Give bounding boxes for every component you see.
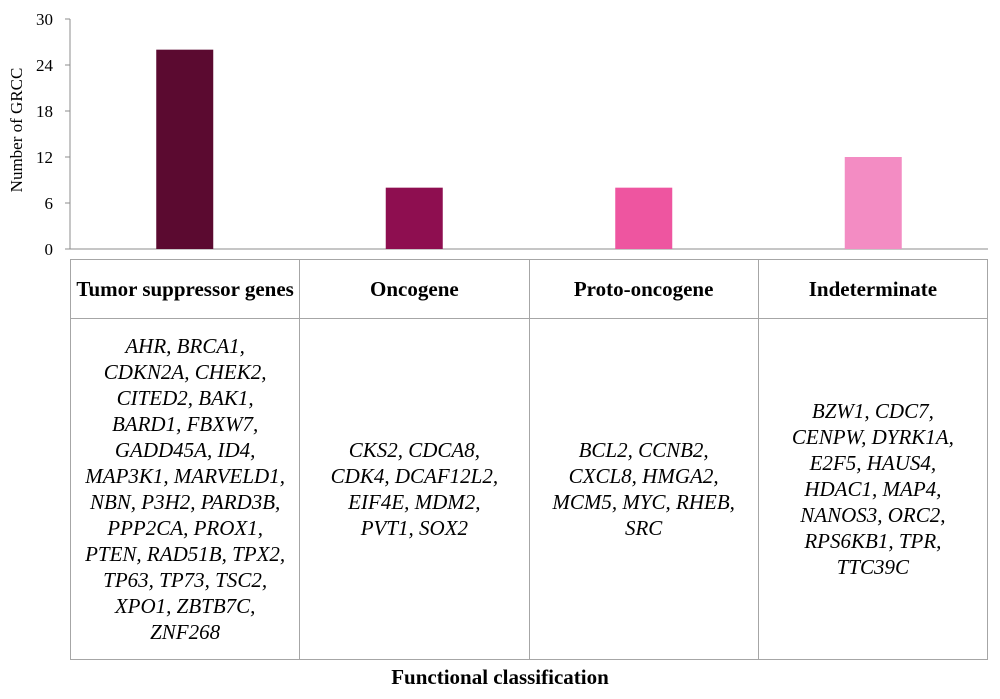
- gene-line: CENPW, DYRK1A,: [791, 425, 954, 449]
- gene-line: BCL2, CCNB2,: [578, 438, 709, 462]
- gene-line: BARD1, FBXW7,: [111, 412, 259, 436]
- y-tick-label: 12: [36, 148, 53, 167]
- header-oncogene: Oncogene: [299, 259, 530, 319]
- gene-line: BZW1, CDC7,: [811, 399, 934, 423]
- header-indeterminate: Indeterminate: [757, 259, 989, 319]
- gene-line: PTEN, RAD51B, TPX2,: [85, 542, 286, 566]
- bars: [156, 49, 902, 249]
- gene-line: PVT1, SOX2: [360, 516, 469, 540]
- y-tick-label: 30: [36, 10, 53, 29]
- bar-proto-oncogene: [615, 187, 673, 249]
- gene-line: XPO1, ZBTB7C,: [114, 594, 256, 618]
- bar-indeterminate: [844, 157, 902, 249]
- classification-table: Tumor suppressor genes Oncogene Proto-on…: [69, 259, 989, 660]
- gene-line: E2F5, HAUS4,: [809, 451, 937, 475]
- gene-line: EIF4E, MDM2,: [348, 490, 481, 514]
- y-tick-label: 24: [36, 56, 54, 75]
- y-tick-label: 18: [36, 102, 53, 121]
- bar-chart: 0 6 12 18 24 30 Number of GRCC: [7, 10, 988, 259]
- gene-line: MAP3K1, MARVELD1,: [85, 464, 285, 488]
- gene-line: HDAC1, MAP4,: [804, 477, 942, 501]
- y-axis-label: Number of GRCC: [7, 68, 26, 193]
- genes-indeterminate: BZW1, CDC7, CENPW, DYRK1A, E2F5, HAUS4, HDA…: [757, 318, 989, 660]
- gene-line: AHR, BRCA1,: [125, 334, 245, 358]
- bar-tumor-suppressor-genes: [156, 49, 214, 249]
- gene-line: CDKN2A, CHEK2,: [103, 360, 267, 384]
- gene-line: PPP2CA, PROX1,: [107, 516, 263, 540]
- genes-oncogene: CKS2, CDCA8, CDK4, DCAF12L2, EIF4E, MDM2, P…: [299, 318, 530, 660]
- genes-tumor-suppressor: AHR, BRCA1, CDKN2A, CHEK2, CITED2, BAK1, BA…: [69, 318, 301, 660]
- header-proto-oncogene: Proto-oncogene: [528, 259, 759, 319]
- header-tumor-suppressor: Tumor suppressor genes: [69, 259, 301, 319]
- table-header-row: Tumor suppressor genes Oncogene Proto-on…: [69, 259, 989, 319]
- genes-proto-oncogene: BCL2, CCNB2, CXCL8, HMGA2, MCM5, MYC, RHEB…: [528, 318, 759, 660]
- gene-line: CKS2, CDCA8,: [348, 438, 481, 462]
- x-axis-label: Functional classification: [391, 665, 609, 689]
- bar-oncogene: [385, 187, 443, 249]
- y-tick-label: 6: [45, 194, 54, 213]
- gene-line: CXCL8, HMGA2,: [568, 464, 719, 488]
- gene-line: GADD45A, ID4,: [114, 438, 256, 462]
- gene-line: SRC: [624, 516, 663, 540]
- y-tick-label: 0: [45, 240, 54, 259]
- gene-line: CDK4, DCAF12L2,: [330, 464, 499, 488]
- gene-line: CITED2, BAK1,: [116, 386, 254, 410]
- table-gene-row: AHR, BRCA1, CDKN2A, CHEK2, CITED2, BAK1, BA…: [69, 318, 989, 660]
- gene-line: NBN, P3H2, PARD3B,: [89, 490, 281, 514]
- y-axis: 0 6 12 18 24 30: [36, 10, 988, 259]
- gene-line: TTC39C: [836, 555, 910, 579]
- gene-line: TP63, TP73, TSC2,: [103, 568, 268, 592]
- gene-line: MCM5, MYC, RHEB,: [552, 490, 735, 514]
- gene-line: NANOS3, ORC2,: [800, 503, 946, 527]
- gene-line: RPS6KB1, TPR,: [804, 529, 942, 553]
- gene-line: ZNF268: [150, 620, 221, 644]
